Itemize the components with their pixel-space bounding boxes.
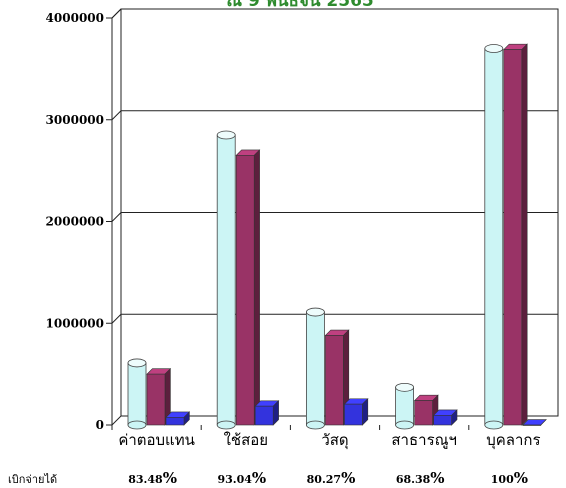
y-tick-label-0: 0 [96,418,104,432]
bar-0-1 [146,368,172,426]
y-tick-label-3: 3000000 [46,113,104,127]
bar-1-0 [216,130,236,430]
percent-0: 83.48% [128,469,177,487]
bar-4-0 [484,44,504,430]
gridline-depth-4 [111,8,122,19]
y-tick-label-2: 2000000 [46,215,104,229]
x-tick-label-0: ค่าตอบแทน [118,431,195,449]
x-tick-label-3: สาธารณูฯ [391,431,457,449]
percent-row: 83.48% 93.04% 80.27% 68.38% 100% [128,469,528,487]
bar-0-2 [165,411,191,426]
x-axis-ticks: ค่าตอบแทน ใช้สอย วัสดุ สาธารณูฯ บุคลากร [111,425,541,450]
floor-depth-line [111,415,122,426]
bars [127,43,547,430]
chart-title: ณ 9 พันธ์จัน 2565 [226,0,373,11]
percent-3: 68.38% [396,469,445,487]
y-axis-ticks: 0 1000000 2000000 3000000 4000000 [46,11,104,432]
gridline-depth-1 [111,313,122,324]
x-tick-label-1: ใช้สอย [224,431,268,449]
bar-1-2 [254,400,280,426]
row-label: เบิกจ่ายได้ [8,473,57,486]
gridline-depth-3 [111,110,122,121]
x-tick-label-4: บุคลากร [486,431,540,450]
percent-1: 93.04% [217,469,266,487]
percent-4: 100% [491,469,528,487]
bar-2-2 [343,398,369,426]
x-tick-label-2: วัสดุ [321,431,348,450]
percent-2: 80.27% [307,469,356,487]
bar-1-1 [235,149,261,426]
bar-2-0 [305,307,325,430]
bar-4-2 [522,419,547,426]
bar-4-1 [503,43,528,426]
bar-0-0 [127,358,147,430]
y-tick-label-1: 1000000 [46,316,104,330]
bar-3-0 [395,382,415,430]
bar-3-2 [432,409,458,426]
gridline-depth-2 [111,212,122,222]
y-tick-label-4: 4000000 [46,11,104,25]
